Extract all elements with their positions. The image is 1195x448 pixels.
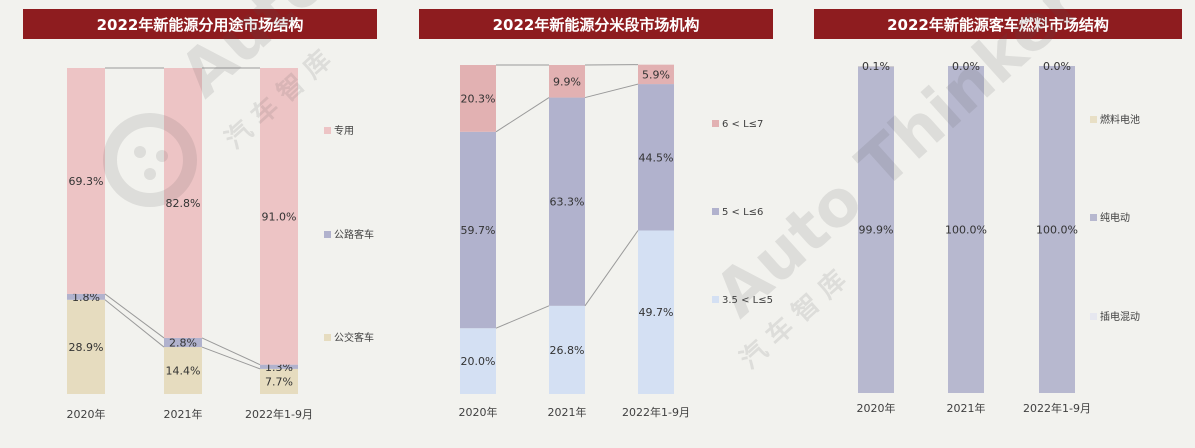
data-label: 0.0% [952, 60, 980, 73]
data-label: 28.9% [69, 341, 104, 354]
data-label: 7.7% [265, 375, 293, 388]
chart-panel-usage: 2022年新能源分用途市场结构 28.9% 1.8% 69.3% 2020年 14.4%… [0, 0, 398, 448]
length-chart: 20.0% 59.7% 20.3% 2020年 26.8% 63.3% 9.9% 2021年 4… [459, 64, 773, 419]
legend-swatch [1090, 313, 1097, 320]
bar-segment [858, 66, 894, 394]
data-label: 0.0% [1043, 60, 1071, 73]
bar-segment [460, 131, 496, 329]
x-tick-label: 2022年1-9月 [1023, 401, 1091, 415]
data-label: 99.9% [859, 224, 894, 237]
data-label: 100.0% [1036, 224, 1078, 237]
data-label: 0.1% [862, 60, 890, 73]
data-label: 63.3% [550, 196, 585, 209]
legend-label: 5 < L≤6 [722, 207, 763, 218]
series-connector [201, 337, 261, 366]
series-connector [495, 97, 550, 133]
series-connector [584, 230, 639, 307]
data-label: 91.0% [262, 210, 297, 223]
bar-segment [638, 230, 674, 394]
legend-swatch [1090, 214, 1097, 221]
series-connector [104, 299, 165, 348]
legend-swatch [712, 120, 719, 127]
x-tick-label: 2021年 [164, 407, 203, 421]
data-label: 20.0% [461, 355, 496, 368]
bar-segment [549, 97, 585, 306]
data-label: 44.5% [639, 151, 674, 164]
legend-label: 专用 [334, 124, 354, 137]
bar-segment [67, 293, 105, 300]
legend-label: 3.5 < L≤5 [722, 295, 773, 306]
fuel-chart: 0.0%99.9%0.1%2020年0.0%100.0%0.0%2021年0.0… [857, 60, 1141, 415]
data-label: 26.8% [550, 344, 585, 357]
bar-segment [460, 328, 496, 394]
usage-chart: 28.9% 1.8% 69.3% 2020年 14.4% 2.8% 82.8% 2021年 7.… [67, 67, 374, 421]
x-tick-label: 2020年 [459, 405, 498, 419]
data-label: 49.7% [639, 306, 674, 319]
data-label: 2.8% [169, 336, 197, 349]
legend-swatch [712, 296, 719, 303]
series-connector [584, 83, 639, 99]
bar-segment [67, 68, 105, 294]
chart-title: 2022年新能源分米段市场机构 [419, 9, 773, 39]
bar-segment [164, 337, 202, 348]
bar-segment [164, 347, 202, 394]
chart-title: 2022年新能源分用途市场结构 [23, 9, 377, 39]
data-label: 14.4% [166, 365, 201, 378]
legend-label: 燃料电池 [1100, 113, 1140, 126]
legend-swatch [324, 127, 331, 134]
data-label: 1.8% [72, 291, 100, 304]
legend-swatch [324, 231, 331, 238]
legend-label: 纯电动 [1100, 211, 1130, 224]
bar-segment [638, 64, 674, 85]
x-tick-label: 2022年1-9月 [245, 407, 313, 421]
data-label: 100.0% [945, 224, 987, 237]
bar-segment [948, 66, 984, 393]
legend-label: 公路客车 [334, 228, 374, 241]
bar-segment [638, 84, 674, 231]
x-tick-label: 2021年 [947, 401, 986, 415]
legend-label: 6 < L≤7 [722, 119, 763, 130]
data-label: 69.3% [69, 175, 104, 188]
x-tick-label: 2022年1-9月 [622, 405, 690, 419]
data-label: 82.8% [166, 197, 201, 210]
legend-swatch [1090, 116, 1097, 123]
data-label: 5.9% [642, 68, 670, 81]
legend-swatch [712, 208, 719, 215]
bar-segment [260, 364, 298, 369]
x-tick-label: 2021年 [548, 405, 587, 419]
bar-segment [164, 68, 202, 338]
series-connector [495, 305, 550, 329]
chart-title: 2022年新能源客车燃料市场结构 [814, 9, 1182, 39]
x-tick-label: 2020年 [857, 401, 896, 415]
chart-panel-length: 2022年新能源分米段市场机构 20.0% 59.7% 20.3% 2020年 26.8… [398, 0, 796, 448]
bar-segment [1039, 66, 1075, 393]
legend-swatch [324, 334, 331, 341]
x-tick-label: 2020年 [67, 407, 106, 421]
series-connector [104, 293, 165, 339]
bar-segment [260, 68, 298, 365]
legend-label: 插电混动 [1100, 310, 1140, 323]
bar-segment [260, 368, 298, 394]
data-label: 59.7% [461, 224, 496, 237]
data-label: 20.3% [461, 92, 496, 105]
legend-label: 公交客车 [334, 331, 374, 344]
bar-segment [67, 299, 105, 394]
series-connector [201, 346, 261, 370]
bar-segment [460, 65, 496, 132]
chart-panel-fuel: 2022年新能源客车燃料市场结构 0.0% 99.9% 0.1% 2020年 0.0% 1… [796, 0, 1195, 448]
bar-segment [549, 305, 585, 394]
data-label: 9.9% [553, 75, 581, 88]
bar-segment [549, 65, 585, 98]
